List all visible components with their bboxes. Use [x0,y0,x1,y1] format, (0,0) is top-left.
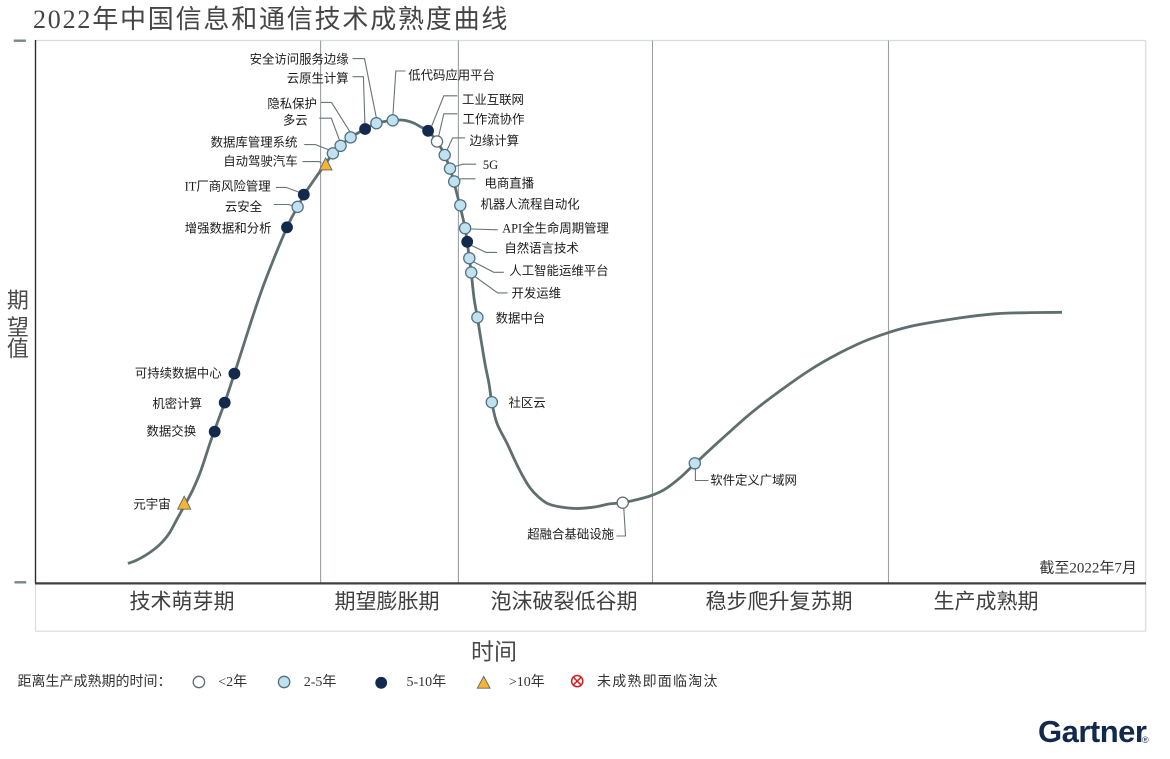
svg-text:工业互联网: 工业互联网 [462,93,524,107]
svg-text:数据中台: 数据中台 [496,311,546,326]
svg-text:未成熟即面临淘汰: 未成熟即面临淘汰 [597,674,719,690]
svg-text:机密计算: 机密计算 [152,396,202,411]
svg-text:边缘计算: 边缘计算 [470,133,520,148]
svg-text:期望膨胀期: 期望膨胀期 [335,590,440,614]
svg-text:社区云: 社区云 [509,395,546,410]
svg-text:数据库管理系统: 数据库管理系统 [211,135,298,150]
svg-text:IT厂商风险管理: IT厂商风险管理 [185,179,271,194]
svg-text:>10年: >10年 [509,674,545,690]
svg-text:稳步爬升复苏期: 稳步爬升复苏期 [706,590,853,614]
svg-text:期: 期 [7,288,29,313]
svg-text:自动驾驶汽车: 自动驾驶汽车 [223,153,297,168]
svg-text:2-5年: 2-5年 [304,674,337,690]
svg-text:生产成熟期: 生产成熟期 [934,590,1039,614]
svg-text:机器人流程自动化: 机器人流程自动化 [481,197,580,212]
svg-text:技术萌芽期: 技术萌芽期 [130,590,235,614]
svg-text:5-10年: 5-10年 [407,674,447,690]
svg-text:5G: 5G [483,158,498,172]
svg-text:自然语言技术: 自然语言技术 [504,240,578,255]
svg-text:云原生计算: 云原生计算 [287,70,349,85]
svg-text:望: 望 [7,315,29,340]
svg-text:开发运维: 开发运维 [512,286,562,301]
svg-text:值: 值 [7,336,29,361]
svg-text:泡沫破裂低谷期: 泡沫破裂低谷期 [491,590,638,614]
svg-text:工作流协作: 工作流协作 [463,111,525,126]
svg-text:®: ® [1142,735,1149,745]
svg-text:超融合基础设施: 超融合基础设施 [527,526,614,541]
svg-text:API全生命周期管理: API全生命周期管理 [502,221,609,236]
svg-text:<2年: <2年 [218,674,247,690]
svg-text:2022年中国信息和通信技术成熟度曲线: 2022年中国信息和通信技术成熟度曲线 [33,5,509,34]
svg-text:元宇宙: 元宇宙 [133,497,170,512]
svg-text:增强数据和分析: 增强数据和分析 [185,220,272,235]
svg-text:多云: 多云 [283,113,308,127]
svg-text:软件定义广域网: 软件定义广域网 [710,472,797,487]
svg-text:低代码应用平台: 低代码应用平台 [408,67,495,82]
svg-text:数据交换: 数据交换 [147,424,197,439]
svg-text:电商直播: 电商直播 [485,176,535,191]
svg-text:距离生产成熟期的时间：: 距离生产成熟期的时间： [18,673,172,690]
svg-text:可持续数据中心: 可持续数据中心 [135,366,222,381]
svg-text:人工智能运维平台: 人工智能运维平台 [509,263,608,278]
svg-text:截至2022年7月: 截至2022年7月 [1039,560,1137,577]
svg-text:安全访问服务边缘: 安全访问服务边缘 [250,52,349,67]
svg-text:Gartner: Gartner [1038,714,1147,749]
svg-text:时间: 时间 [471,640,517,665]
svg-text:隐私保护: 隐私保护 [267,97,317,111]
svg-text:云安全: 云安全 [225,199,263,214]
